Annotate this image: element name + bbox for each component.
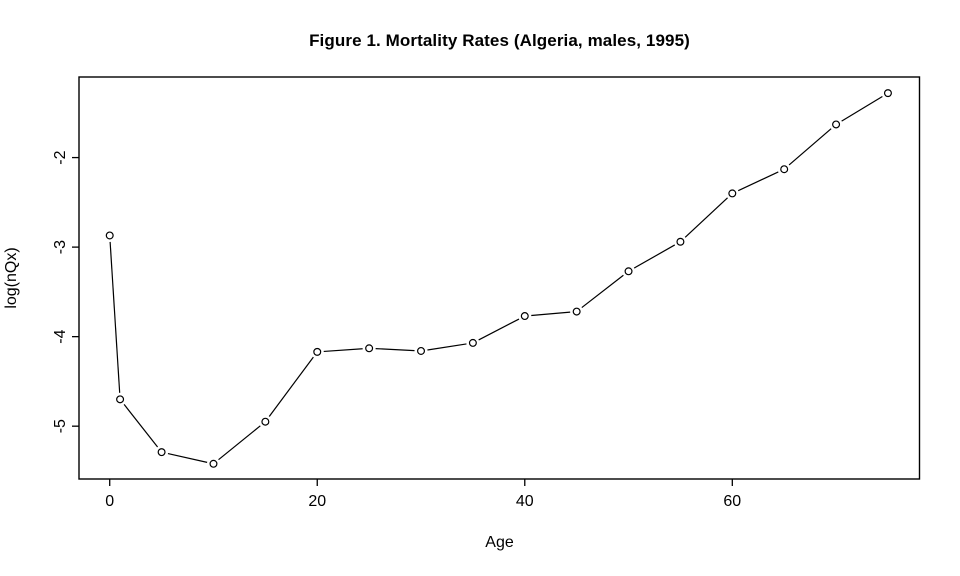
y-tick-label: -3 [52, 240, 69, 254]
data-point [728, 189, 737, 198]
data-point [365, 344, 374, 353]
series-segment [581, 274, 624, 309]
y-tick-label: -4 [52, 329, 69, 343]
data-point [520, 312, 529, 321]
series-segment [323, 348, 363, 353]
series-segment [427, 343, 467, 351]
data-point [116, 395, 125, 404]
data-point [832, 120, 841, 129]
series-segment [123, 404, 159, 448]
series-segment [737, 171, 779, 192]
data-point [572, 307, 581, 316]
series-segment [633, 244, 676, 269]
y-axis-label: log(nQx) [3, 247, 20, 309]
data-point [313, 347, 322, 356]
x-axis-label: Age [485, 534, 514, 551]
data-point [624, 267, 633, 276]
x-tick-label: 20 [308, 493, 326, 510]
data-point [676, 237, 685, 246]
series-segment [478, 318, 520, 341]
chart-title: Figure 1. Mortality Rates (Algeria, male… [309, 31, 690, 50]
data-point [105, 231, 114, 240]
x-tick-label: 40 [516, 493, 534, 510]
series-segment [841, 95, 883, 122]
series-segment [218, 425, 261, 461]
series-segment [375, 348, 415, 352]
data-point [417, 346, 426, 355]
series-segment [167, 452, 208, 463]
data-point [468, 338, 477, 347]
series-segment [109, 241, 121, 393]
plot-frame [78, 76, 921, 480]
y-tick-label: -2 [52, 150, 69, 164]
data-point [157, 448, 166, 457]
y-tick-label: -5 [52, 419, 69, 433]
series-segment [788, 128, 832, 166]
x-tick-label: 60 [723, 493, 741, 510]
data-point [261, 417, 270, 426]
data-point [780, 165, 789, 174]
series-segment [268, 356, 314, 417]
series-segment [684, 197, 728, 238]
x-tick-label: 0 [105, 493, 114, 510]
data-point [883, 89, 892, 98]
data-point [209, 459, 218, 468]
series-segment [531, 311, 571, 317]
